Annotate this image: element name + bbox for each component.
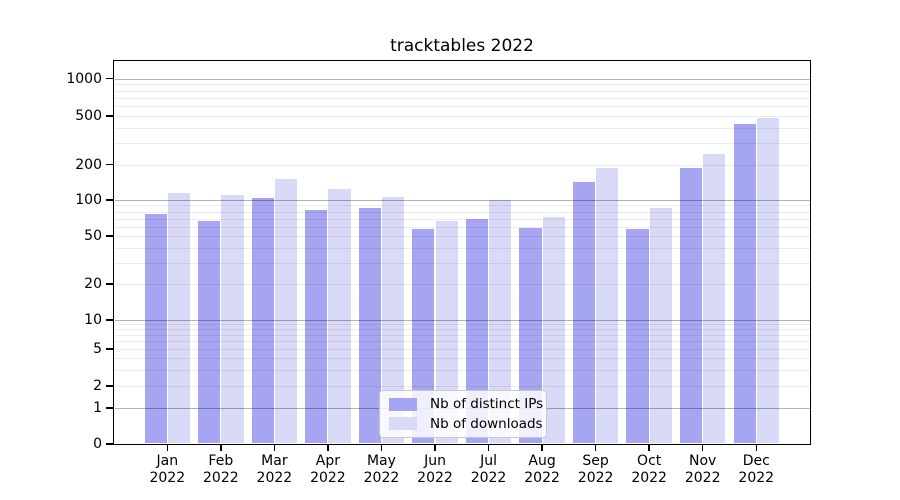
x-tick-label: Jan 2022 xyxy=(149,453,186,486)
y-tick-label: 20 xyxy=(84,276,102,292)
x-tick-label: Jun 2022 xyxy=(417,453,453,486)
x-tick xyxy=(273,444,276,451)
legend: Nb of distinct IPs Nb of downloads xyxy=(379,390,547,438)
x-tick-label: Dec 2022 xyxy=(738,453,775,486)
legend-entry-distinct-ips: Nb of distinct IPs xyxy=(389,396,543,412)
x-tick-label: Jul 2022 xyxy=(470,453,507,486)
x-tick xyxy=(434,444,436,451)
x-tick-label: Mar 2022 xyxy=(256,453,293,486)
y-tick-label: 5 xyxy=(93,341,102,357)
plot-area xyxy=(113,60,811,445)
chart-title: tracktables 2022 xyxy=(390,36,534,56)
x-tick xyxy=(755,444,757,451)
x-tick-label: Oct 2022 xyxy=(631,453,667,486)
x-tick-label: Aug 2022 xyxy=(524,453,560,486)
legend-swatch-distinct-ips xyxy=(389,397,417,411)
x-tick-label: May 2022 xyxy=(363,453,400,486)
x-tick xyxy=(594,444,597,451)
y-tick-label: 500 xyxy=(75,108,102,124)
legend-entry-downloads: Nb of downloads xyxy=(389,416,543,432)
y-tick-label: 50 xyxy=(84,228,102,244)
y-tick-label: 2 xyxy=(93,378,102,394)
y-tick-label: 1 xyxy=(93,400,102,416)
x-tick xyxy=(487,444,490,451)
x-tick xyxy=(648,444,650,451)
y-tick-label: 10 xyxy=(84,312,102,328)
x-tick-label: Sep 2022 xyxy=(577,453,614,486)
x-tick xyxy=(327,444,329,451)
x-tick xyxy=(702,444,704,451)
y-tick-label: 200 xyxy=(75,156,102,173)
y-tick-label: 0 xyxy=(93,436,102,452)
y-tick-label: 1000 xyxy=(66,70,102,87)
x-tick xyxy=(380,444,383,451)
legend-label-distinct-ips: Nb of distinct IPs xyxy=(430,396,544,413)
legend-label-downloads: Nb of downloads xyxy=(430,415,543,432)
x-tick xyxy=(541,444,543,451)
x-tick-label: Nov 2022 xyxy=(684,453,721,486)
x-tick-label: Feb 2022 xyxy=(203,453,239,486)
x-tick xyxy=(220,444,222,451)
x-tick-label: Apr 2022 xyxy=(310,453,346,486)
y-tick-label: 100 xyxy=(75,192,102,208)
x-tick xyxy=(166,444,168,451)
legend-swatch-downloads xyxy=(389,417,417,431)
